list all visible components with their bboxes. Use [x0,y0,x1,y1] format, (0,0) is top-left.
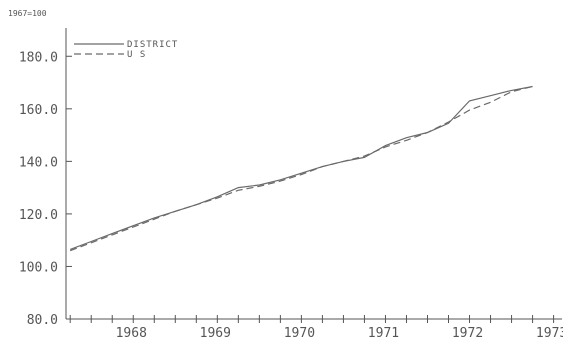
unit-label: 1967=100 [8,9,47,18]
x-tick-label: 1972 [452,326,483,341]
x-tick-label: 1968 [116,326,147,341]
series-lines [69,85,533,252]
y-tick-label: 160.0 [19,103,58,118]
x-tick-label: 1970 [284,326,315,341]
y-axis-ticks: 80.0 100.0 120.0 140.0 160.0 180.0 [19,50,72,328]
x-axis-ticks: 1968 1969 1970 1971 1972 1973 [69,315,563,341]
y-tick-label: 180.0 [19,50,58,65]
y-tick-label: 120.0 [19,208,58,223]
x-tick-label: 1971 [368,326,399,341]
legend-label: U S [127,50,146,60]
x-tick-label: 1969 [200,326,231,341]
x-tick-label: 1973 [536,326,563,341]
y-tick-label: 100.0 [19,260,58,275]
y-tick-label: 140.0 [19,155,58,170]
series-line-us [69,85,533,252]
axes [65,28,562,320]
series-line-district [69,85,533,250]
legend-label: DISTRICT [127,40,178,50]
y-tick-label: 80.0 [27,313,58,328]
